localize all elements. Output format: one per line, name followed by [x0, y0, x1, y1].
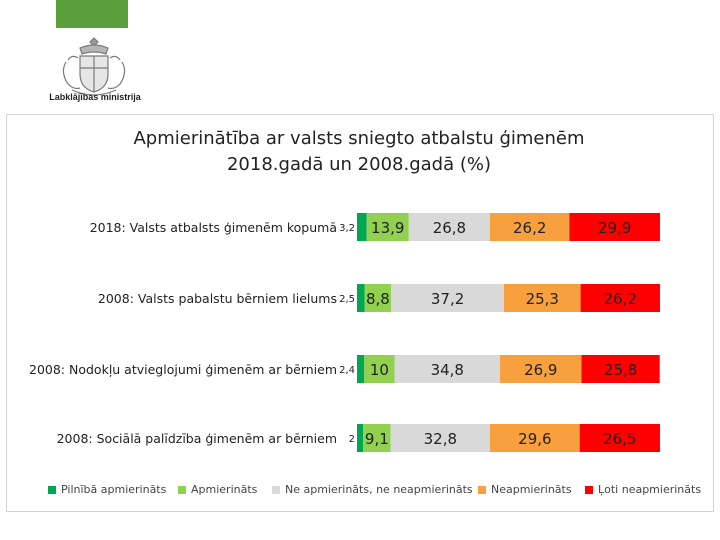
legend-item: Ļoti neapmierināts: [585, 483, 701, 496]
data-label: 2,4: [339, 365, 355, 376]
legend-item: Pilnībā apmierināts: [48, 483, 166, 496]
data-label: 2,5: [339, 294, 355, 305]
data-label: 9,1: [365, 430, 389, 448]
chart-title: Apmierinātība ar valsts sniegto atbalstu…: [6, 126, 712, 178]
data-label: 25,8: [604, 361, 637, 379]
bar-segment: [503, 284, 581, 312]
coat-of-arms-logo: [62, 37, 126, 96]
legend-item: Neapmierināts: [478, 483, 572, 496]
ministry-name: Labklājības ministrija: [49, 92, 141, 102]
bar-segment: [366, 213, 409, 241]
data-label: 37,2: [431, 290, 464, 308]
legend-label: Ne apmierināts, ne neapmierināts: [285, 483, 473, 496]
bar-segment: [569, 213, 660, 241]
data-label: 29,6: [518, 430, 551, 448]
legend-swatch: [272, 485, 280, 494]
legend-swatch: [178, 485, 186, 494]
bar-segment: [490, 424, 580, 452]
chart-legend: Pilnībā apmierināts Apmierināts Ne apmieri…: [0, 483, 720, 499]
data-label: 26,2: [513, 219, 546, 237]
brand-color-block: [56, 0, 128, 28]
chart-title-line-2: 2018.gadā un 2008.gadā (%): [226, 154, 491, 175]
bar-segment: [391, 284, 504, 312]
legend-label: Neapmierināts: [491, 483, 572, 496]
data-label: 32,8: [424, 430, 457, 448]
data-label: 26,8: [433, 219, 466, 237]
bar-segment: [363, 424, 391, 452]
category-label: 2018: Valsts atbalsts ģimenēm kopumā: [90, 220, 337, 235]
data-label: 26,2: [604, 290, 637, 308]
category-label: 2008: Sociālā palīdzība ģimenēm ar bērni…: [57, 431, 337, 446]
category-label: 2008: Nodokļu atvieglojumi ģimenēm ar bē…: [29, 362, 337, 377]
bar-segment: [581, 355, 660, 383]
bar-segment: [357, 355, 365, 383]
legend-item: Apmierināts: [178, 483, 257, 496]
bar-segment: [580, 284, 660, 312]
bar-segment: [390, 424, 491, 452]
bar-segment: [364, 355, 395, 383]
bar-segment: [394, 355, 501, 383]
data-label: 3,2: [339, 223, 355, 234]
data-label: 13,9: [371, 219, 404, 237]
legend-swatch: [585, 485, 593, 494]
bar-segment: [490, 213, 570, 241]
data-label: 29,9: [598, 219, 631, 237]
bar-segment: [364, 284, 392, 312]
legend-label: Apmierināts: [191, 483, 258, 496]
data-label: 8,8: [366, 290, 390, 308]
data-label: 26,9: [524, 361, 557, 379]
data-label: 34,8: [431, 361, 464, 379]
legend-swatch: [48, 485, 56, 494]
category-label: 2008: Valsts pabalstu bērniem lielums: [98, 291, 337, 306]
legend-label: Pilnībā apmierināts: [61, 483, 167, 496]
bar-segment: [579, 424, 660, 452]
chart-title-line-1: Apmierinātība ar valsts sniegto atbalstu…: [133, 128, 585, 149]
bar-segment: [357, 284, 365, 312]
data-label: 25,3: [526, 290, 559, 308]
legend-label: Ļoti neapmierināts: [598, 483, 702, 496]
bar-segment: [408, 213, 491, 241]
bar-segment: [500, 355, 582, 383]
legend-swatch: [478, 485, 486, 494]
chart-frame: [6, 114, 714, 512]
bar-segment: [357, 424, 364, 452]
data-label: 10: [370, 361, 389, 379]
data-label: 26,5: [603, 430, 636, 448]
bar-segment: [357, 213, 367, 241]
data-label: 2: [349, 434, 355, 445]
legend-item: Ne apmierināts, ne neapmierināts: [272, 483, 473, 496]
